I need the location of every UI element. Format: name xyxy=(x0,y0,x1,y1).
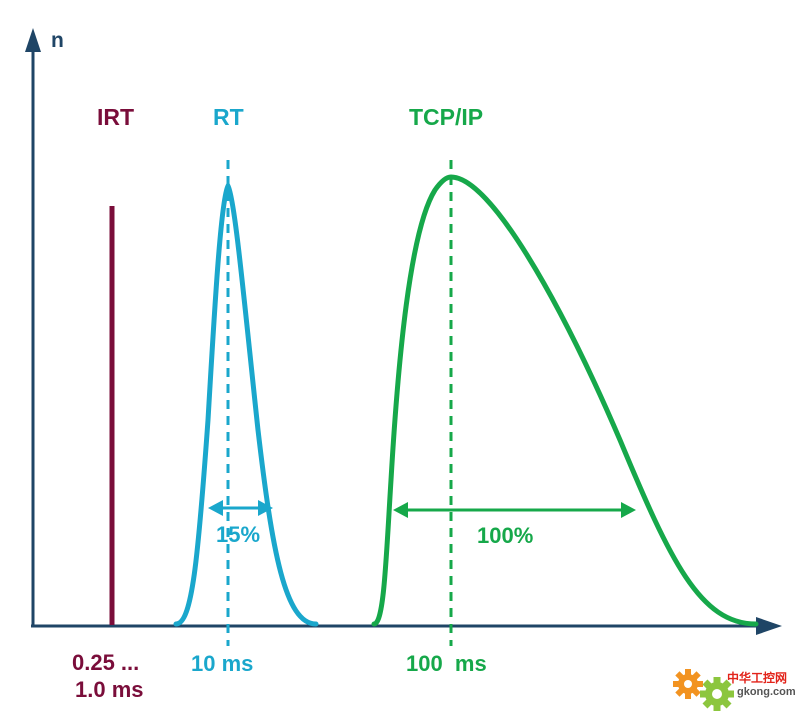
tcpip-jitter-label: 100% xyxy=(477,523,533,548)
y-axis-label: n xyxy=(51,29,64,52)
tcpip-group: TCP/IP 100% 100 ms xyxy=(371,104,759,676)
rt-jitter-label: 15% xyxy=(216,522,260,547)
tcpip-jitter-arrow-right-icon xyxy=(621,502,636,518)
irt-group: IRT 0.25 ... 1.0 ms xyxy=(72,104,144,702)
gear-icon xyxy=(673,669,703,699)
watermark-text-cn: 中华工控网 xyxy=(727,670,787,685)
rt-jitter-arrow-left-icon xyxy=(208,500,223,516)
watermark: 中华工控网 gkong.com xyxy=(673,669,796,711)
rt-group: RT 15% 10 ms xyxy=(173,104,319,676)
x-axis-arrow-icon xyxy=(756,617,782,635)
irt-label: IRT xyxy=(97,104,134,130)
tcpip-label: TCP/IP xyxy=(409,104,483,130)
rt-jitter-arrow-right-icon xyxy=(258,500,273,516)
irt-time-label-line2: 1.0 ms xyxy=(75,677,144,702)
y-axis-arrow-icon xyxy=(25,28,41,52)
tcpip-time-label: 100 ms xyxy=(406,651,487,676)
irt-time-label-line1: 0.25 ... xyxy=(72,650,139,675)
gear-icon xyxy=(700,677,734,711)
rt-time-label: 10 ms xyxy=(191,651,253,676)
rt-label: RT xyxy=(213,104,244,130)
axes: n xyxy=(25,28,782,635)
rt-distribution-curve xyxy=(173,180,319,627)
tcpip-distribution-curve xyxy=(371,174,759,627)
tcpip-jitter-arrow-left-icon xyxy=(393,502,408,518)
watermark-text-url: gkong.com xyxy=(737,686,796,698)
